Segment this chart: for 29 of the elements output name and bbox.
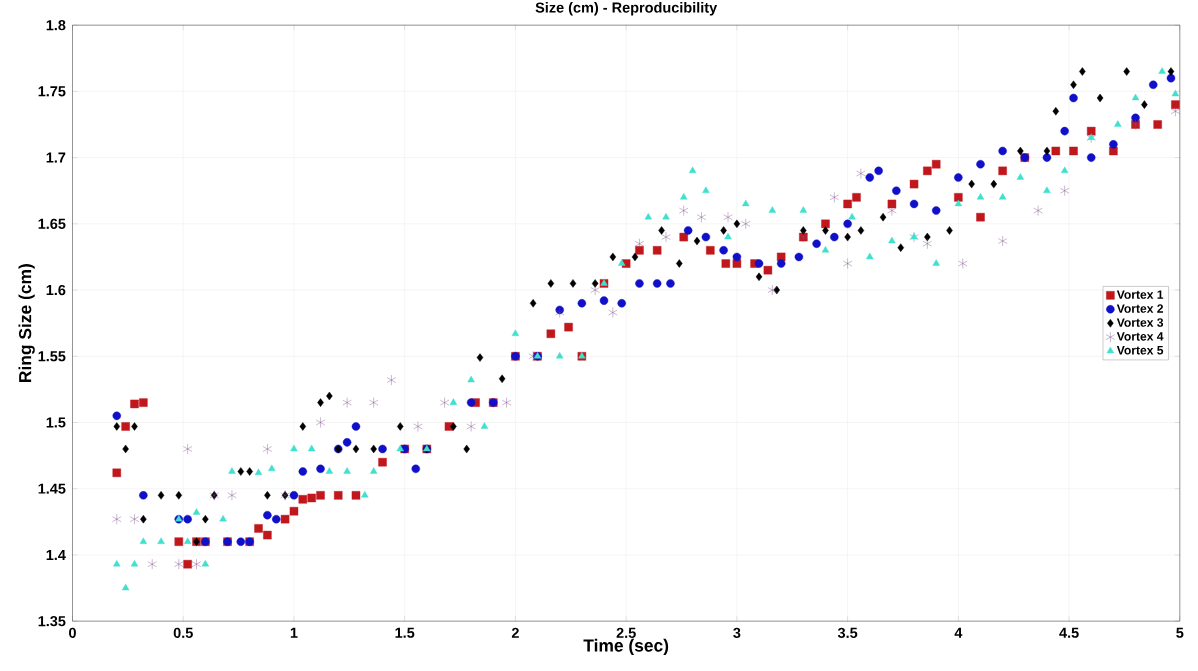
y-tick-label: 1.75 bbox=[38, 86, 66, 97]
x-axis-title: Time (sec) bbox=[583, 638, 669, 655]
x-tick-label: 2.5 bbox=[616, 627, 636, 638]
legend-label: Vortex 3 bbox=[1116, 318, 1164, 327]
x-tick-label: 1 bbox=[290, 627, 298, 638]
y-tick-label: 1.4 bbox=[46, 549, 66, 560]
x-tick-label: 5 bbox=[1176, 627, 1184, 638]
x-tick-label: 4.5 bbox=[1059, 627, 1079, 638]
x-tick-label: 0 bbox=[69, 627, 76, 638]
y-tick-label: 1.45 bbox=[38, 483, 66, 494]
chart-title: Size (cm) - Reproducibility bbox=[535, 1, 718, 16]
y-tick-label: 1.8 bbox=[46, 19, 66, 31]
y-tick-label: 1.6 bbox=[46, 284, 66, 295]
x-tick-label: 0.5 bbox=[173, 627, 193, 638]
y-tick-label: 1.65 bbox=[38, 218, 66, 229]
x-tick-label: 4 bbox=[954, 627, 963, 638]
x-tick-label: 2 bbox=[511, 627, 519, 638]
y-tick-label: 1.5 bbox=[46, 417, 66, 428]
x-tick-label: 3.5 bbox=[837, 627, 858, 638]
y-tick-label: 1.55 bbox=[38, 350, 66, 362]
x-tick-label: 3 bbox=[733, 627, 741, 638]
y-axis-title: Ring Size (cm) bbox=[18, 263, 35, 382]
legend-label: Vortex 4 bbox=[1116, 331, 1164, 341]
legend-label: Vortex 1 bbox=[1116, 290, 1164, 299]
legend-label: Vortex 5 bbox=[1116, 345, 1164, 355]
y-tick-label: 1.7 bbox=[46, 152, 66, 163]
x-tick-label: 1.5 bbox=[395, 627, 415, 638]
legend-label: Vortex 2 bbox=[1116, 304, 1164, 313]
y-tick-label: 1.35 bbox=[38, 615, 66, 627]
